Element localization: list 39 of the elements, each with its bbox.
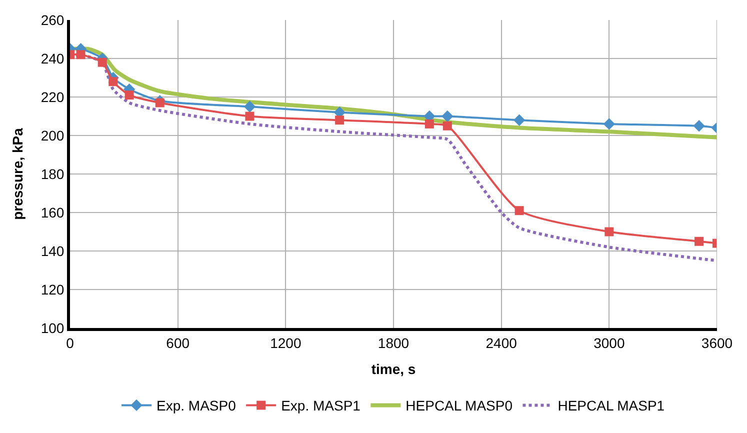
legend-label: Exp. MASP1 [281, 398, 361, 414]
y-tick-label: 140 [40, 242, 64, 259]
point [693, 120, 705, 132]
y-tick-label: 180 [40, 166, 64, 182]
x-tick-label: 1200 [270, 334, 302, 351]
x-tick-label: 600 [166, 334, 190, 351]
legend-label: Exp. MASP0 [156, 398, 236, 414]
point [244, 100, 256, 112]
point [155, 98, 164, 108]
y-tick-label: 220 [40, 88, 64, 105]
point [98, 58, 107, 67]
y-tick-label: 120 [40, 281, 64, 298]
legend-label: HEPCAL MASP0 [406, 398, 513, 414]
point [76, 50, 86, 60]
x-tick-label: 3000 [594, 334, 625, 351]
point [108, 77, 118, 86]
y-tick-label: 240 [40, 50, 64, 66]
x-axis-title: time, s [371, 361, 416, 378]
x-tick-label: 1800 [378, 334, 410, 351]
point [513, 114, 526, 126]
y-tick-label: 200 [40, 127, 64, 144]
y-tick-label: 100 [40, 320, 64, 336]
legend-label: HEPCAL MASP1 [558, 398, 665, 414]
x-tick-label: 3600 [701, 334, 733, 351]
y-tick-label: 160 [40, 204, 64, 220]
point [442, 110, 454, 122]
point [442, 121, 452, 130]
point [694, 236, 704, 246]
point [124, 90, 134, 100]
point [335, 116, 344, 125]
point [245, 112, 254, 121]
point [424, 119, 434, 128]
y-tick-label: 260 [40, 12, 64, 28]
x-tick-label: 2400 [486, 334, 518, 351]
point [604, 227, 614, 236]
x-tick-label: 0 [66, 334, 74, 351]
point [514, 206, 524, 216]
point [603, 118, 616, 130]
y-axis-title: pressure, kPa [9, 128, 26, 220]
